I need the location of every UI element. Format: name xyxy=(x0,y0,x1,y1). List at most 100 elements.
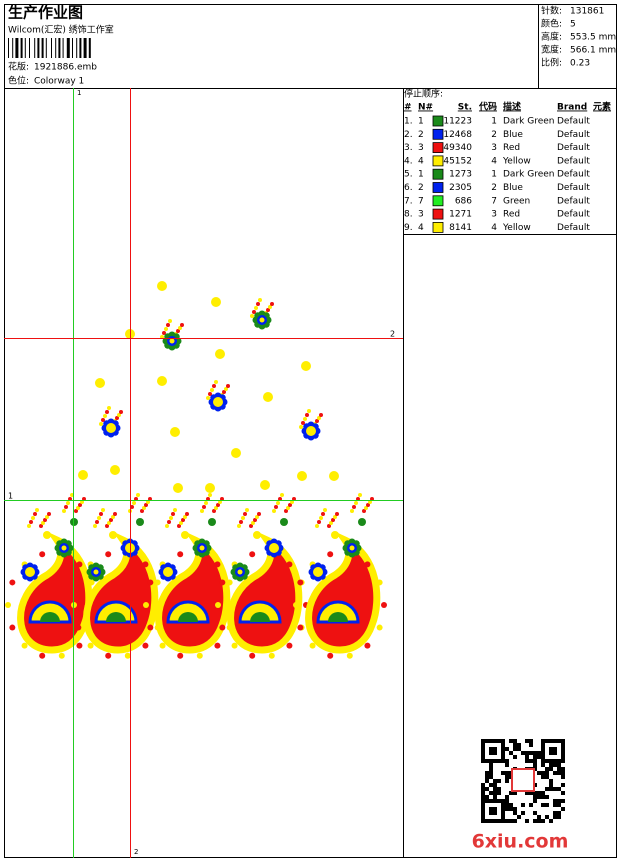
stitch xyxy=(29,520,33,524)
stitch xyxy=(237,569,243,575)
qr-cell xyxy=(549,763,553,767)
stitch xyxy=(329,471,339,481)
design xyxy=(5,281,387,659)
stitch xyxy=(159,642,166,649)
qr-cell xyxy=(541,763,545,767)
qr-cell xyxy=(513,739,517,743)
bar xyxy=(51,38,52,58)
qr-cell xyxy=(489,767,493,771)
stitch xyxy=(253,531,261,539)
qr-cell xyxy=(505,763,509,767)
qr-cell xyxy=(521,751,525,755)
stitch xyxy=(97,516,101,520)
stitch xyxy=(58,652,65,659)
qr-cell xyxy=(493,791,497,795)
stitch xyxy=(95,520,99,524)
stitch xyxy=(315,419,319,423)
qr-cell xyxy=(505,775,509,779)
qr-cell xyxy=(501,771,505,775)
qr-cell xyxy=(545,803,549,807)
brand: Default xyxy=(557,170,590,180)
color-swatch xyxy=(432,182,444,193)
stitch xyxy=(157,281,167,291)
bar xyxy=(41,38,44,58)
qr-cell xyxy=(545,815,549,819)
stitch xyxy=(268,305,272,309)
stitch xyxy=(284,509,288,513)
qr-finder xyxy=(489,747,497,755)
qr-cell xyxy=(545,787,549,791)
qr-code xyxy=(481,739,565,823)
stitch xyxy=(258,298,262,302)
qr-cell xyxy=(549,787,553,791)
qr-cell xyxy=(521,811,525,815)
stitch xyxy=(113,512,117,516)
qr-cell xyxy=(561,807,565,811)
stitch xyxy=(119,410,123,414)
stitch xyxy=(212,509,216,513)
bar xyxy=(29,38,30,58)
stitch xyxy=(93,569,99,575)
stitch xyxy=(280,493,284,497)
stitch xyxy=(254,306,258,310)
file-label: 花版: xyxy=(8,61,29,73)
qr-cell xyxy=(517,815,521,819)
stitch xyxy=(99,512,103,516)
stitch xyxy=(66,501,70,505)
stitch xyxy=(45,515,49,519)
qr-cell xyxy=(485,775,489,779)
qr-cell xyxy=(481,783,485,787)
qr-cell xyxy=(521,803,525,807)
column-header: Brand xyxy=(557,103,587,113)
qr-cell xyxy=(553,771,557,775)
stitch xyxy=(215,602,221,608)
info-label: 颜色: xyxy=(541,18,562,30)
qr-cell xyxy=(553,815,557,819)
qr-cell xyxy=(505,807,509,811)
qr-cell xyxy=(537,819,541,823)
paisley xyxy=(155,531,231,654)
stitch xyxy=(286,642,293,649)
stitch xyxy=(286,561,293,568)
column-header: 代码 xyxy=(478,101,497,113)
stitch xyxy=(61,545,67,551)
stitch xyxy=(39,524,43,528)
stitch xyxy=(364,506,368,510)
brand: Default xyxy=(557,210,590,220)
row-index: 7. xyxy=(404,196,413,206)
color-swatch xyxy=(432,128,444,140)
info-value: 553.5 mm xyxy=(570,33,616,43)
paisley xyxy=(305,531,381,654)
needle: 2 xyxy=(418,130,424,140)
stitch xyxy=(249,551,256,558)
stitches: 1271 xyxy=(449,210,472,220)
guide-label: 1 xyxy=(8,492,13,501)
stitch xyxy=(297,579,304,586)
qr-cell xyxy=(537,815,541,819)
info-box: 针数: 131861 颜色: 5 高度: 553.5 mm 宽度: 566.1 mm 比例: 0.… xyxy=(541,5,616,69)
qr-cell xyxy=(513,791,517,795)
stitch xyxy=(214,561,221,568)
stitch xyxy=(101,418,105,422)
stitch xyxy=(226,384,230,388)
qr-cell xyxy=(513,743,517,747)
brand: Default xyxy=(557,196,590,206)
qr-cell xyxy=(537,771,541,775)
qr-cell xyxy=(493,779,497,783)
qr-cell xyxy=(481,795,485,799)
colorway: Colorway 1 xyxy=(34,77,84,87)
needle: 4 xyxy=(418,156,424,166)
paisley xyxy=(227,531,303,654)
qr-cell xyxy=(533,819,537,823)
qr-cell xyxy=(561,767,565,771)
needle: 2 xyxy=(418,183,424,193)
stitch xyxy=(199,545,205,551)
stitch xyxy=(308,428,314,434)
stitch xyxy=(142,506,146,510)
stitch xyxy=(226,579,233,586)
stitch xyxy=(323,508,327,512)
guide-label: 1 xyxy=(77,89,81,97)
stitch xyxy=(169,338,175,344)
stitch xyxy=(168,319,172,323)
stitch xyxy=(105,652,112,659)
